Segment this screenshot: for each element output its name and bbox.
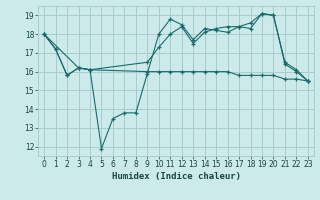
X-axis label: Humidex (Indice chaleur): Humidex (Indice chaleur) [111, 172, 241, 181]
